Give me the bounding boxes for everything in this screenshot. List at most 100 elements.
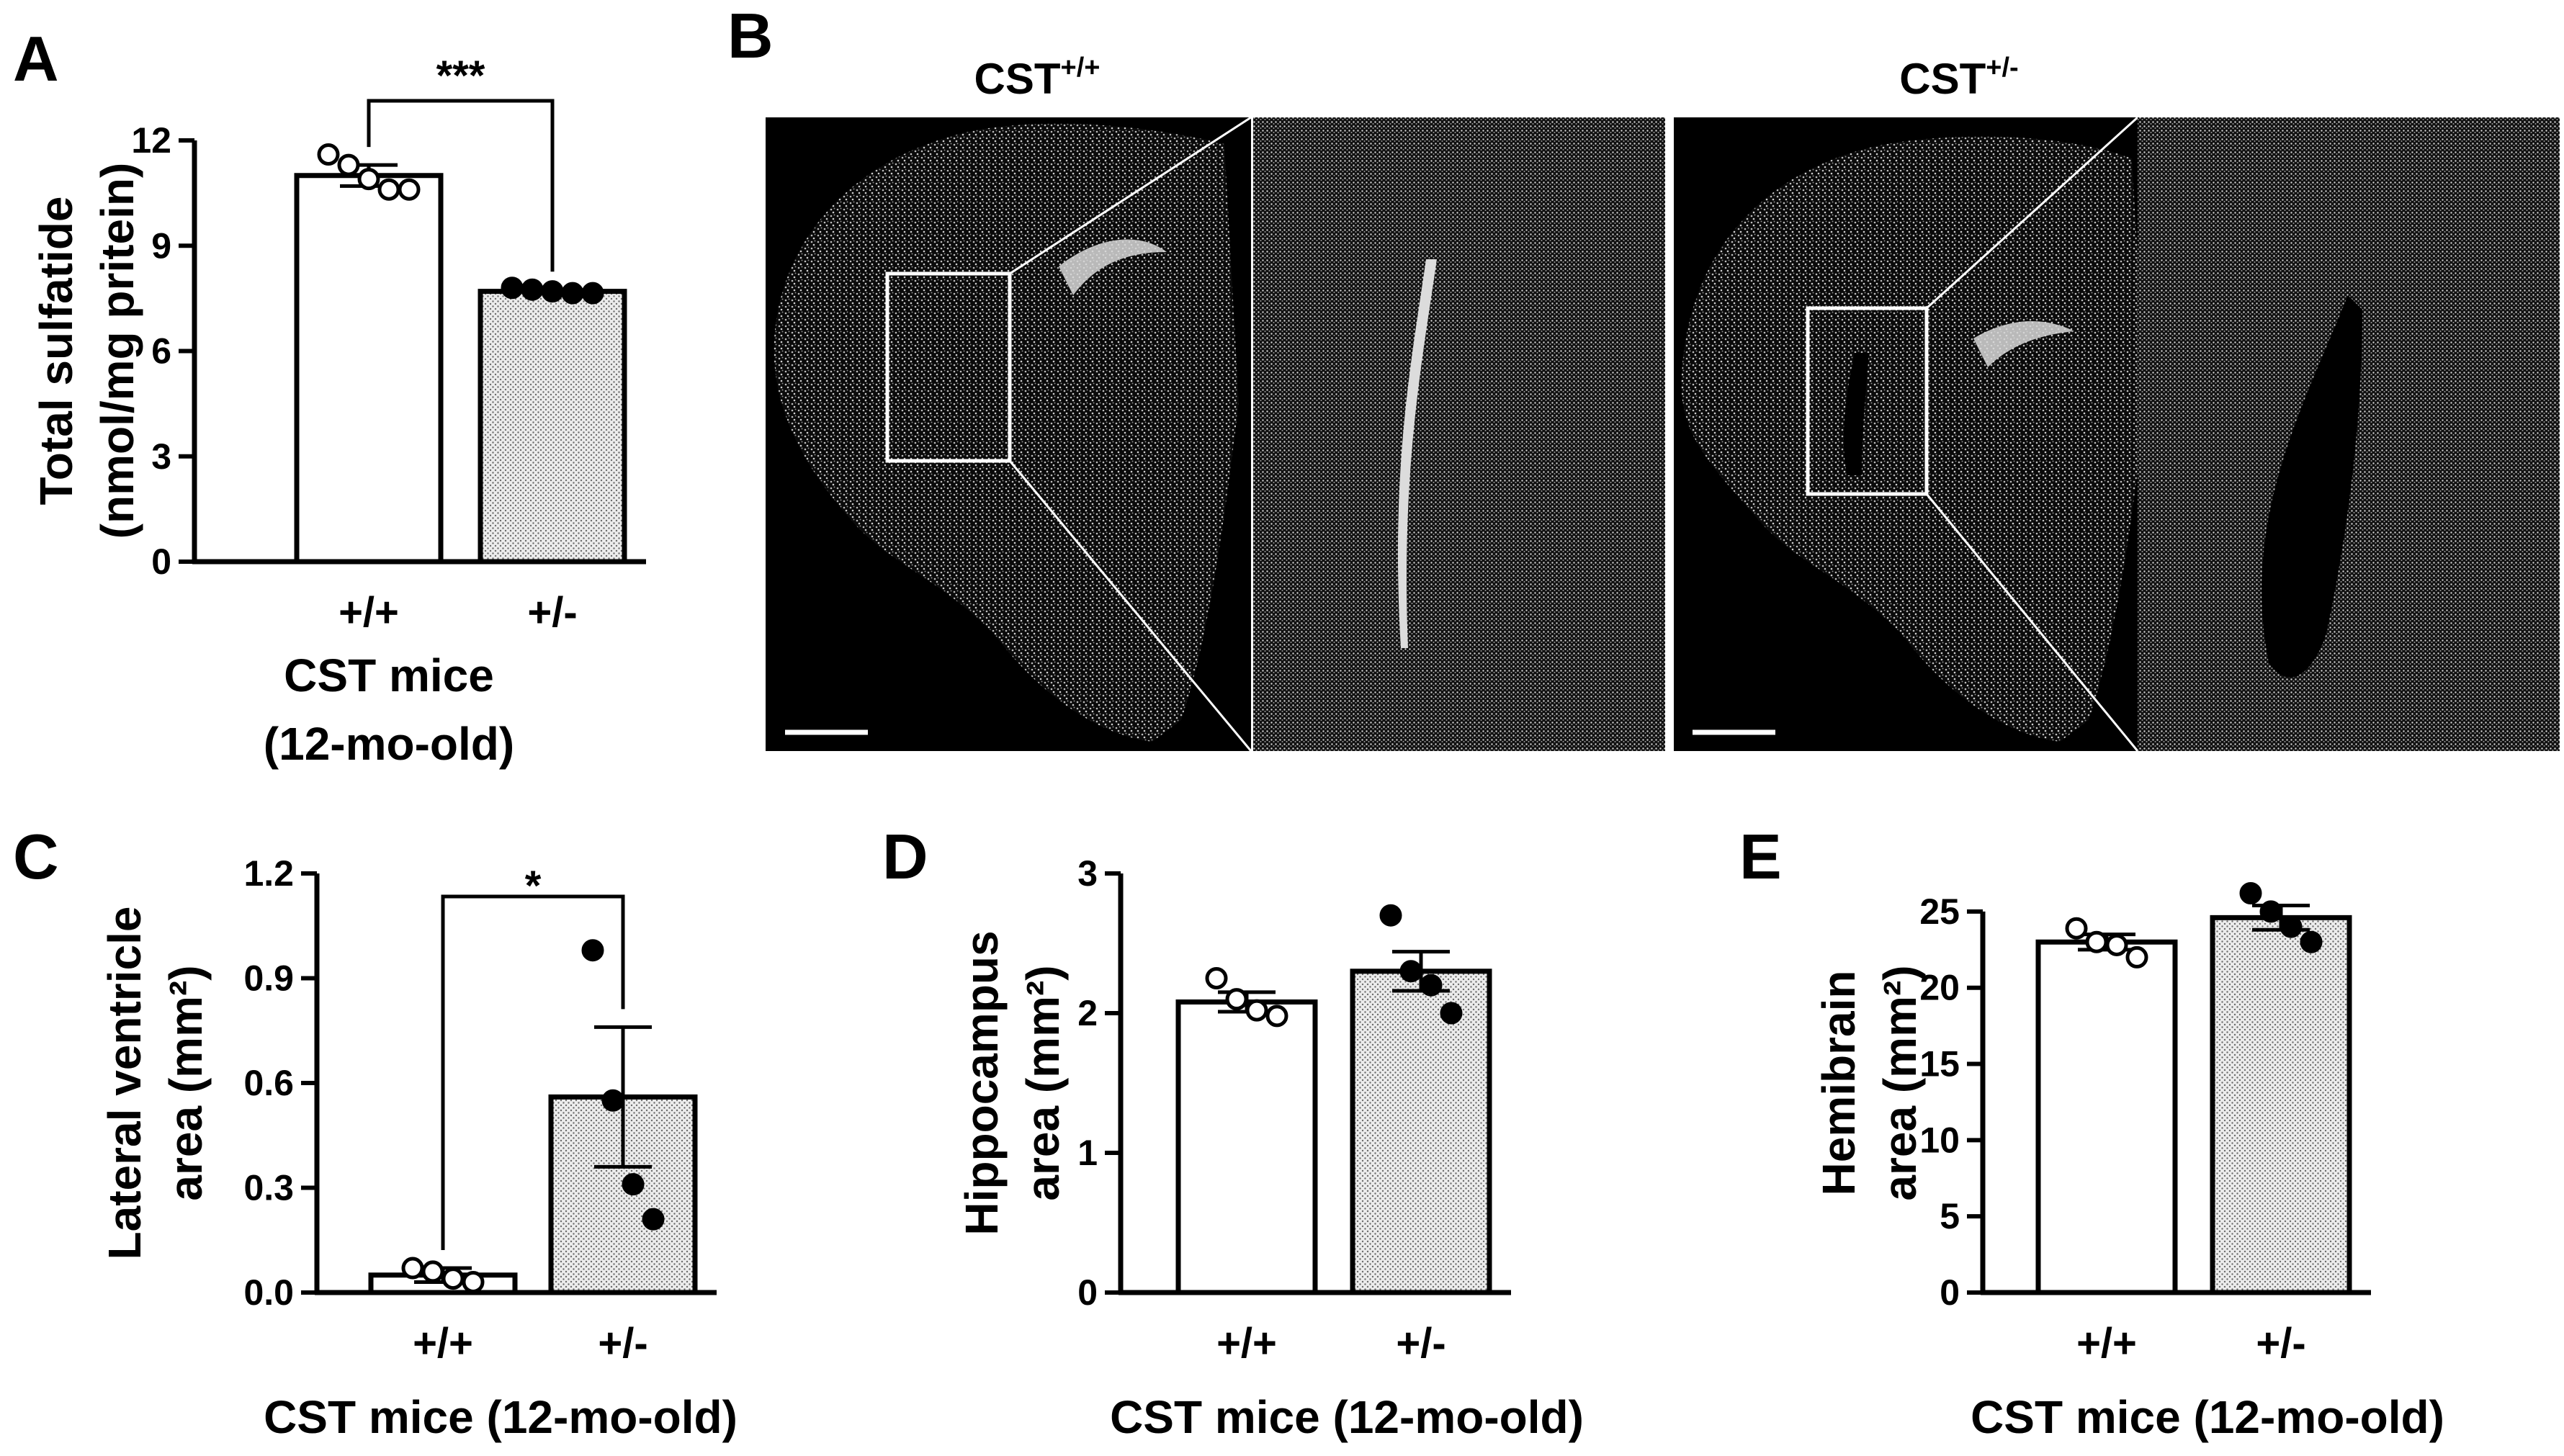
chart-d: 0 1 2 3 +/+ +/- Hippocampus area (mm²) CST mice … — [956, 853, 1584, 1443]
ventricle-het-zoom — [2262, 295, 2362, 678]
y-tick-label: 15 — [1919, 1044, 1960, 1084]
y-tick-label: 0 — [1077, 1272, 1098, 1313]
data-point — [561, 282, 584, 305]
significance-bracket — [367, 99, 555, 272]
y-tick-label: 3 — [151, 436, 171, 477]
genotype-label-het-base: CST — [1899, 55, 1986, 103]
zoom-line-wt-top — [1009, 116, 1252, 275]
y-axis-label-units: area (mm²) — [1874, 965, 1926, 1200]
x-tick-label: +/+ — [1216, 1320, 1277, 1367]
ventricle-het-small — [1843, 353, 1869, 475]
y-axis-label: Lateral ventricle — [99, 907, 151, 1260]
chart-c: 0.0 0.3 0.6 0.9 1.2 +/+ +/- * Lateral ventricle a… — [99, 853, 738, 1443]
data-point — [337, 153, 360, 176]
data-point — [2105, 933, 2128, 956]
y-tick-label: 0.3 — [243, 1168, 294, 1208]
panel-letter-c: C — [13, 821, 59, 892]
bar-het — [1350, 969, 1492, 1295]
significance-label: * — [525, 863, 542, 909]
ventricle-wt-zoom — [1397, 259, 1437, 648]
data-point — [642, 1208, 665, 1231]
data-point — [421, 1260, 444, 1283]
data-point — [398, 178, 421, 201]
data-point — [521, 278, 544, 301]
y-tick-label: 1 — [1077, 1133, 1098, 1173]
bar-wt — [294, 173, 444, 565]
x-tick-label: +/- — [527, 589, 577, 636]
y-axis-label: Hemibrain — [1813, 971, 1865, 1196]
y-axis-label: Hippocampus — [956, 930, 1008, 1235]
micrograph-wt-zoom — [1253, 117, 1665, 751]
data-point — [581, 939, 604, 962]
x-axis-label: CST mice — [284, 650, 494, 701]
y-axis-label: Total sulfatide — [30, 196, 82, 505]
data-point — [601, 1089, 624, 1112]
data-point — [2259, 900, 2282, 923]
hippocampus-wt — [1059, 239, 1167, 295]
y-tick-label: 9 — [151, 225, 171, 266]
genotype-label-wt-base: CST — [974, 55, 1061, 103]
panel-letter-d: D — [882, 821, 928, 892]
inset-box-het — [1806, 306, 1929, 496]
data-point — [462, 1270, 485, 1293]
genotype-label-wt: CST+/+ — [974, 53, 1101, 103]
data-point — [1265, 1005, 1288, 1028]
data-point — [401, 1257, 424, 1280]
panel-letter-a: A — [13, 23, 59, 94]
x-tick-label: +/+ — [413, 1320, 473, 1367]
bar-wt — [1175, 999, 1318, 1295]
bar-het — [478, 289, 627, 565]
y-tick-label: 0 — [151, 541, 171, 582]
y-tick-label: 6 — [151, 331, 171, 372]
y-tick-label: 10 — [1919, 1120, 1960, 1160]
hippocampus-het — [1973, 321, 2074, 367]
zoom-line-het-top — [1925, 116, 2139, 310]
bar-wt — [2035, 939, 2178, 1295]
data-point — [1379, 904, 1402, 927]
panel-letter-e: E — [1739, 821, 1782, 892]
data-point — [1245, 999, 1268, 1022]
x-axis-label: CST mice (12-mo-old) — [264, 1391, 738, 1443]
y-tick-label: 25 — [1919, 891, 1960, 932]
panel-letter-b: B — [727, 0, 774, 71]
genotype-label-het-sup: +/- — [1986, 53, 2018, 83]
micrograph-panel: CST+/+ CST+/- — [766, 53, 2560, 752]
data-point — [357, 168, 380, 191]
data-point — [2085, 930, 2108, 953]
y-tick-label: 0.0 — [243, 1272, 294, 1313]
data-point — [622, 1173, 645, 1196]
x-tick-label: +/+ — [2076, 1320, 2137, 1367]
x-tick-label: +/- — [1396, 1320, 1445, 1367]
genotype-label-het: CST+/- — [1899, 53, 2018, 103]
y-axis-label-units: (nmol/mg pritein) — [91, 163, 143, 539]
data-point — [1205, 967, 1228, 989]
y-tick-label: 20 — [1919, 968, 1960, 1008]
zoom-line-wt-bottom — [1008, 460, 1252, 752]
y-tick-label: 12 — [131, 120, 171, 161]
data-point — [441, 1267, 465, 1290]
data-point — [1420, 974, 1443, 997]
data-point — [2280, 915, 2303, 938]
x-tick-label: +/- — [598, 1320, 647, 1367]
x-tick-label: +/- — [2256, 1320, 2305, 1367]
data-point — [1225, 988, 1248, 1011]
y-tick-label: 1.2 — [243, 853, 294, 894]
y-tick-label: 5 — [1940, 1196, 1960, 1236]
data-point — [541, 280, 564, 303]
data-point — [2125, 945, 2148, 969]
significance-bracket — [441, 894, 625, 1251]
chart-e: 0 5 10 15 20 25 +/+ +/- Hemibrain area (mm²) CST m… — [1813, 882, 2444, 1443]
y-tick-label: 0.9 — [243, 958, 294, 999]
y-tick-label: 2 — [1077, 993, 1098, 1033]
x-axis-label: CST mice (12-mo-old) — [1971, 1391, 2444, 1443]
data-point — [317, 143, 340, 166]
data-point — [501, 277, 524, 300]
y-axis-label-units: area (mm²) — [160, 965, 212, 1200]
x-axis-label: CST mice (12-mo-old) — [1110, 1391, 1584, 1443]
data-point — [377, 178, 400, 201]
significance-label: *** — [436, 53, 485, 99]
data-point — [2239, 882, 2262, 905]
data-point — [581, 282, 604, 305]
brain-section-wt — [774, 123, 1239, 742]
